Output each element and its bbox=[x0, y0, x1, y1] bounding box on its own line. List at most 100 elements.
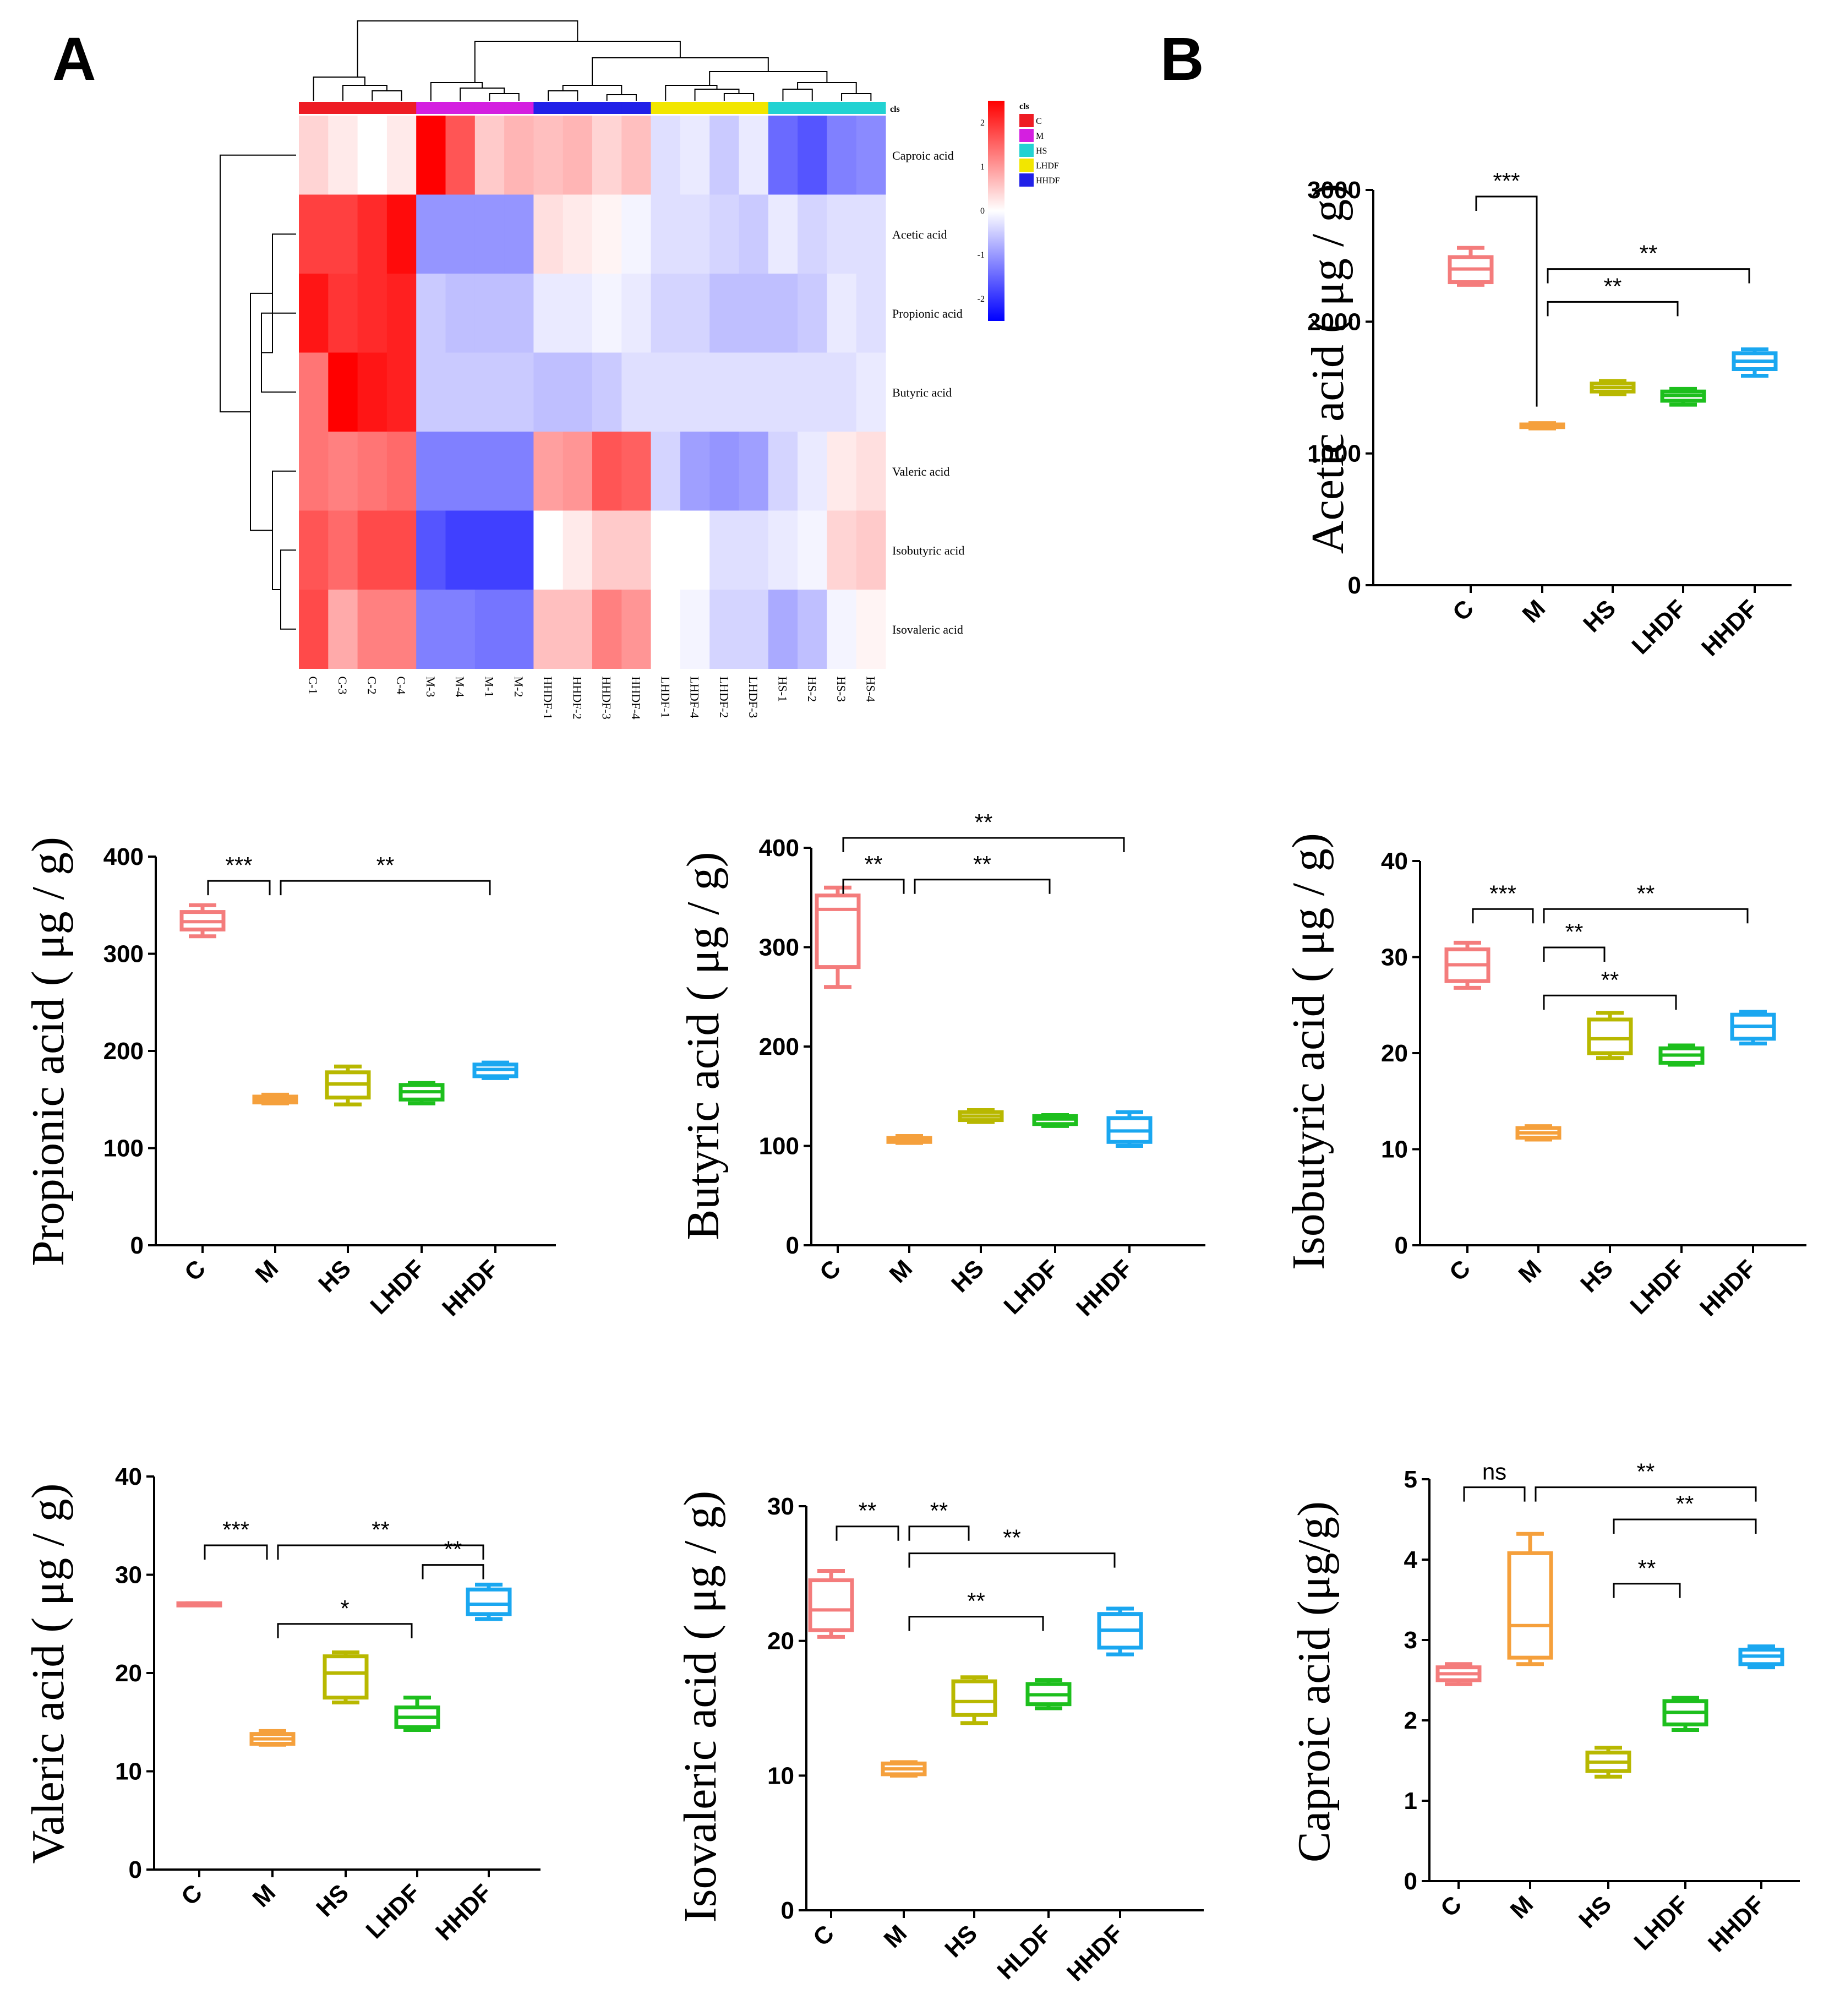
heatmap-cell bbox=[621, 590, 652, 669]
heatmap-cell bbox=[621, 116, 652, 195]
y-tick-label: 0 bbox=[1348, 572, 1361, 599]
heatmap-cell bbox=[328, 510, 358, 590]
group-bar-cell bbox=[328, 102, 358, 114]
heatmap-cell bbox=[592, 352, 622, 432]
x-tick-label: C bbox=[1448, 595, 1479, 626]
y-tick-label: 200 bbox=[759, 1033, 799, 1060]
significance-label: *** bbox=[225, 852, 252, 878]
x-tick-label: HS bbox=[1578, 595, 1621, 638]
heatmap-row-label: Butyric acid bbox=[892, 385, 952, 399]
significance-label: ns bbox=[1482, 1459, 1506, 1485]
x-tick-label: HS bbox=[311, 1879, 354, 1922]
heatmap-cell bbox=[563, 590, 593, 669]
significance-bracket bbox=[1547, 268, 1750, 284]
heatmap-cell bbox=[445, 194, 476, 274]
heatmap-cell bbox=[739, 590, 769, 669]
box-lhdf bbox=[1660, 386, 1706, 407]
heatmap-cell bbox=[798, 590, 827, 669]
heatmap-cell bbox=[651, 432, 681, 511]
y-tick-label: 0 bbox=[130, 1232, 144, 1259]
heatmap-cell bbox=[651, 194, 681, 274]
heatmap-cell bbox=[621, 432, 652, 511]
dendrogram-branch bbox=[430, 82, 483, 101]
box-plot-7: 0 1 2 3 4 5 Caproic acid (μg/g) C M HS LHDF HHDF ns *… bbox=[1289, 1459, 1800, 1957]
heatmap-cell bbox=[299, 432, 329, 511]
y-axis-label: Butyric acid ( μg / g) bbox=[678, 852, 729, 1240]
y-axis-label: Valeric acid ( μg / g) bbox=[23, 1483, 74, 1864]
y-axis-label: Isovaleric acid ( μg / g) bbox=[675, 1491, 726, 1922]
heatmap-cell bbox=[680, 116, 710, 195]
dendrogram-branch bbox=[372, 90, 402, 101]
significance-label: ** bbox=[1676, 1491, 1694, 1517]
y-axis-label: Caproic acid (μg/g) bbox=[1289, 1501, 1340, 1862]
legend-swatch bbox=[1019, 129, 1034, 142]
group-bar-cell bbox=[709, 102, 739, 114]
heatmap-cell bbox=[445, 432, 476, 511]
heatmap-cell bbox=[533, 510, 564, 590]
colorbar-tick: 1 bbox=[980, 162, 985, 172]
heatmap-cell bbox=[856, 352, 886, 432]
heatmap-cell bbox=[739, 352, 769, 432]
heatmap-cell bbox=[680, 352, 710, 432]
x-tick-label: C bbox=[815, 1255, 846, 1286]
heatmap-cell bbox=[856, 432, 886, 511]
heatmap-cell bbox=[651, 590, 681, 669]
dendrogram-branch bbox=[357, 20, 578, 77]
significance-bracket bbox=[842, 879, 905, 894]
heatmap-cell bbox=[416, 116, 446, 195]
group-bar-cell bbox=[445, 102, 476, 114]
heatmap-cell bbox=[386, 116, 417, 195]
panel-letter-a: A bbox=[52, 25, 96, 93]
group-bar-cell bbox=[680, 102, 710, 114]
significance-bracket bbox=[1543, 908, 1749, 924]
heatmap-cell bbox=[357, 194, 387, 274]
heatmap-col-label: M-2 bbox=[512, 677, 526, 698]
heatmap-cell bbox=[474, 352, 505, 432]
significance-bracket bbox=[914, 879, 1051, 894]
y-tick-label: 300 bbox=[759, 934, 799, 961]
box-hs bbox=[1587, 1011, 1633, 1060]
legend-swatch bbox=[1019, 173, 1034, 187]
dendrogram-branch bbox=[342, 85, 387, 101]
heatmap-cell bbox=[856, 274, 886, 353]
box-lhdf bbox=[398, 1081, 445, 1105]
x-tick-label: HS bbox=[946, 1255, 989, 1298]
box-body bbox=[951, 1679, 997, 1717]
heatmap-cell bbox=[739, 194, 769, 274]
heatmap-row-label: Acetic acid bbox=[892, 227, 947, 241]
legend-swatch bbox=[1019, 114, 1034, 127]
heatmap-col-label: HS-1 bbox=[776, 677, 789, 702]
significance-bracket bbox=[277, 1544, 484, 1560]
heatmap-col-label: LHDF-1 bbox=[658, 677, 672, 718]
y-tick-label: 100 bbox=[759, 1133, 799, 1160]
box-hs bbox=[958, 1108, 1004, 1124]
y-tick-label: 0 bbox=[781, 1897, 794, 1924]
group-bar-cell bbox=[299, 102, 329, 114]
heatmap-cell bbox=[621, 352, 652, 432]
box-c bbox=[1444, 940, 1491, 990]
dendrogram-branch bbox=[313, 77, 365, 101]
heatmap-cell bbox=[504, 274, 534, 353]
box-hhdf bbox=[466, 1582, 512, 1621]
x-tick-label: HLDF bbox=[992, 1920, 1057, 1985]
heatmap-col-label: M-1 bbox=[482, 677, 496, 698]
heatmap-cell bbox=[651, 274, 681, 353]
heatmap-cell bbox=[621, 194, 652, 274]
dendrogram-branch bbox=[562, 85, 623, 95]
significance-bracket bbox=[1543, 994, 1677, 1010]
heatmap-cell bbox=[445, 116, 476, 195]
y-tick-label: 20 bbox=[115, 1660, 142, 1687]
heatmap-cell bbox=[768, 116, 798, 195]
x-tick-label: M bbox=[1514, 1255, 1547, 1288]
y-tick-label: 30 bbox=[115, 1562, 142, 1589]
significance-bracket bbox=[908, 1552, 1116, 1568]
legend-label: HS bbox=[1036, 146, 1047, 156]
x-tick-label: HS bbox=[1574, 1890, 1617, 1933]
heatmap-row-label: Propionic acid bbox=[892, 307, 963, 320]
group-bar-cell bbox=[651, 102, 681, 114]
box-plot-5: 0 10 20 30 40 Valeric acid ( μg / g) C M HS LHDF H… bbox=[23, 1463, 540, 1946]
heatmap-cell bbox=[357, 274, 387, 353]
significance-label: ** bbox=[1601, 967, 1619, 993]
x-tick-label: LHDF bbox=[1629, 1890, 1694, 1955]
box-plot-3: 0 100 200 300 400 Butyric acid ( μg / g) C M HS L… bbox=[678, 809, 1205, 1321]
